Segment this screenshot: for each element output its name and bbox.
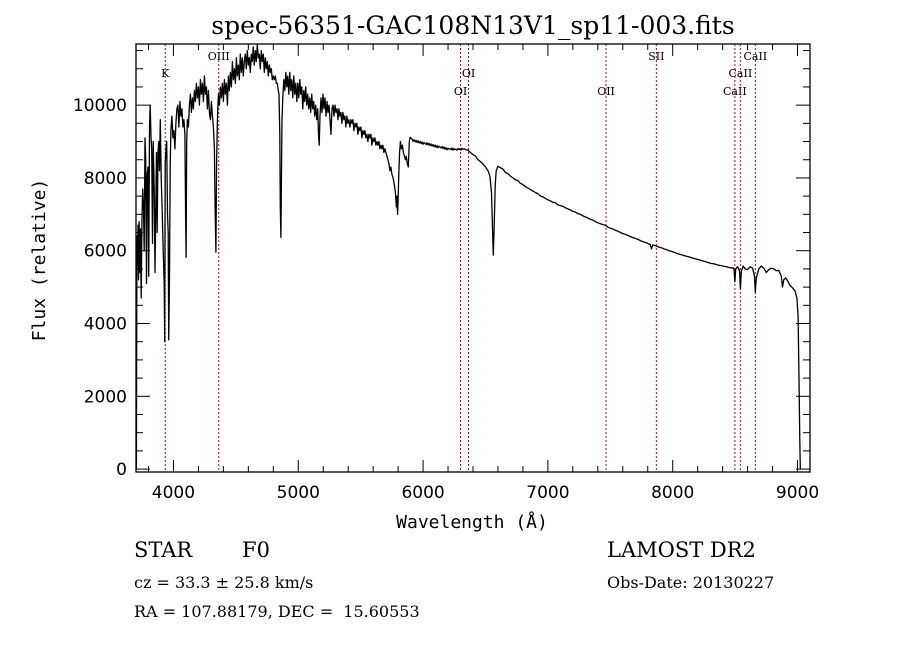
spectral-line-markers: K OIII OI OI OII SII CaII CaII CaII <box>161 44 767 472</box>
obs-date: Obs-Date: 20130227 <box>607 573 775 592</box>
y-axis-label: Flux (relative) <box>29 179 50 342</box>
x-axis: 4000 5000 6000 7000 8000 9000 <box>147 44 819 503</box>
x-tick-label: 8000 <box>651 483 694 503</box>
plot-frame <box>135 43 811 473</box>
x-tick-label: 6000 <box>401 483 444 503</box>
chart-title: spec-56351-GAC108N13V1_sp11-003.fits <box>211 11 734 40</box>
x-tick-label: 9000 <box>776 483 819 503</box>
y-tick-label: 6000 <box>84 242 127 262</box>
spectral-line-label: CaII <box>723 85 747 98</box>
x-tick-label: 4000 <box>152 483 195 503</box>
spectral-line-label: SII <box>648 50 664 63</box>
spectral-line-label: OI <box>454 85 467 98</box>
coordinates-readout: RA = 107.88179, DEC = 15.60553 <box>134 602 420 621</box>
y-axis: 0 2000 4000 6000 8000 10000 <box>73 50 810 480</box>
y-tick-label: 8000 <box>84 169 127 189</box>
spectral-subclass: F0 <box>242 538 270 562</box>
x-tick-label: 7000 <box>526 483 569 503</box>
spectral-line-label: CaII <box>729 67 753 80</box>
y-tick-label: 4000 <box>84 315 127 335</box>
spectrum-line <box>135 43 801 470</box>
spectral-line-label: OIII <box>208 50 230 63</box>
x-tick-label: 5000 <box>277 483 320 503</box>
y-tick-label: 0 <box>116 460 127 480</box>
spectral-line-label: CaII <box>743 50 767 63</box>
object-class: STAR <box>134 538 193 562</box>
survey-label: LAMOST DR2 <box>607 538 756 562</box>
spectral-line-label: K <box>161 67 170 80</box>
spectral-line-label: OII <box>597 85 615 98</box>
x-axis-label: Wavelength (Å) <box>396 511 548 533</box>
redshift-readout: cz = 33.3 ± 25.8 km/s <box>134 573 314 592</box>
y-tick-label: 10000 <box>73 96 127 116</box>
spectrum-series <box>135 43 801 470</box>
y-tick-label: 2000 <box>84 387 127 407</box>
spectral-line-label: OI <box>462 67 475 80</box>
